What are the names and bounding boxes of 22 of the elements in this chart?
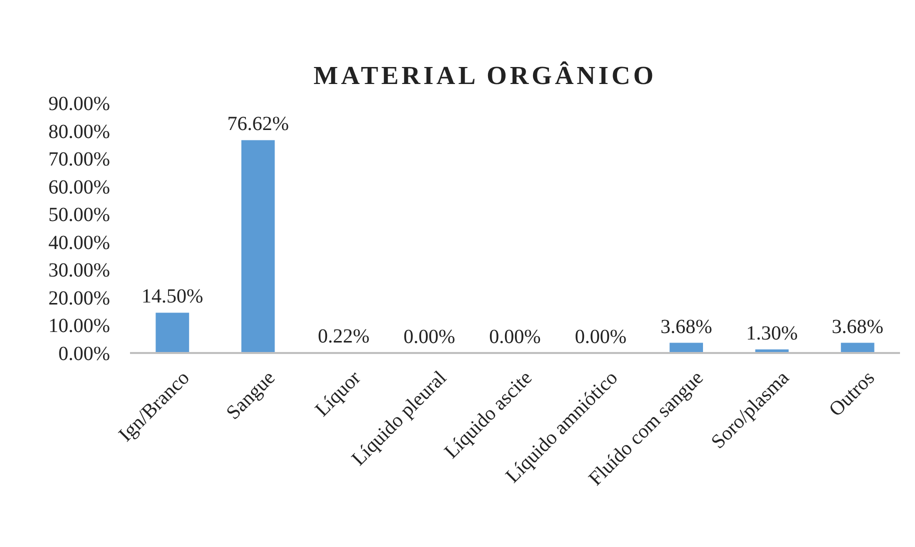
chart-title: MATERIAL ORGÂNICO: [313, 61, 657, 90]
y-tick-label: 20.00%: [48, 287, 110, 310]
data-label: 76.62%: [227, 113, 289, 136]
y-tick-label: 90.00%: [48, 93, 110, 115]
data-label: 3.68%: [832, 316, 884, 338]
data-label: 1.30%: [746, 322, 798, 344]
data-label: 0.00%: [489, 326, 541, 348]
data-label: 3.68%: [660, 316, 712, 338]
data-label: 0.00%: [404, 326, 456, 348]
data-label: 0.22%: [318, 325, 370, 348]
y-tick-label: 50.00%: [48, 204, 110, 226]
y-tick-label: 30.00%: [48, 260, 110, 282]
y-tick-label: 0.00%: [58, 343, 110, 365]
bar: [241, 140, 275, 353]
data-label: 0.00%: [574, 326, 626, 348]
data-label: 14.50%: [142, 286, 204, 308]
y-tick-label: 60.00%: [48, 176, 110, 198]
y-tick-label: 70.00%: [48, 148, 110, 171]
bar: [156, 312, 190, 353]
y-tick-label: 10.00%: [48, 315, 110, 338]
y-tick-label: 80.00%: [48, 120, 110, 143]
y-tick-label: 40.00%: [48, 232, 110, 254]
